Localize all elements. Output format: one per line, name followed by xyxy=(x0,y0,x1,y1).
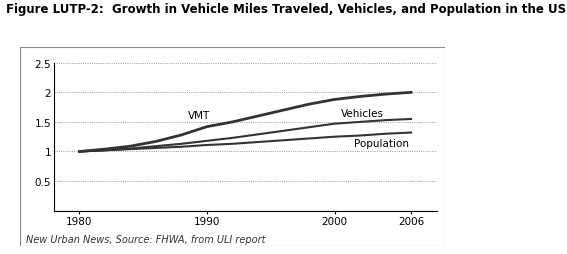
Text: Population: Population xyxy=(354,139,409,149)
Text: Vehicles: Vehicles xyxy=(341,109,384,119)
Text: Figure LUTP-2:  Growth in Vehicle Miles Traveled, Vehicles, and Population in th: Figure LUTP-2: Growth in Vehicle Miles T… xyxy=(6,3,566,15)
Text: New Urban News, Source: FHWA, from ULI report: New Urban News, Source: FHWA, from ULI r… xyxy=(26,234,265,244)
Text: VMT: VMT xyxy=(188,111,210,121)
